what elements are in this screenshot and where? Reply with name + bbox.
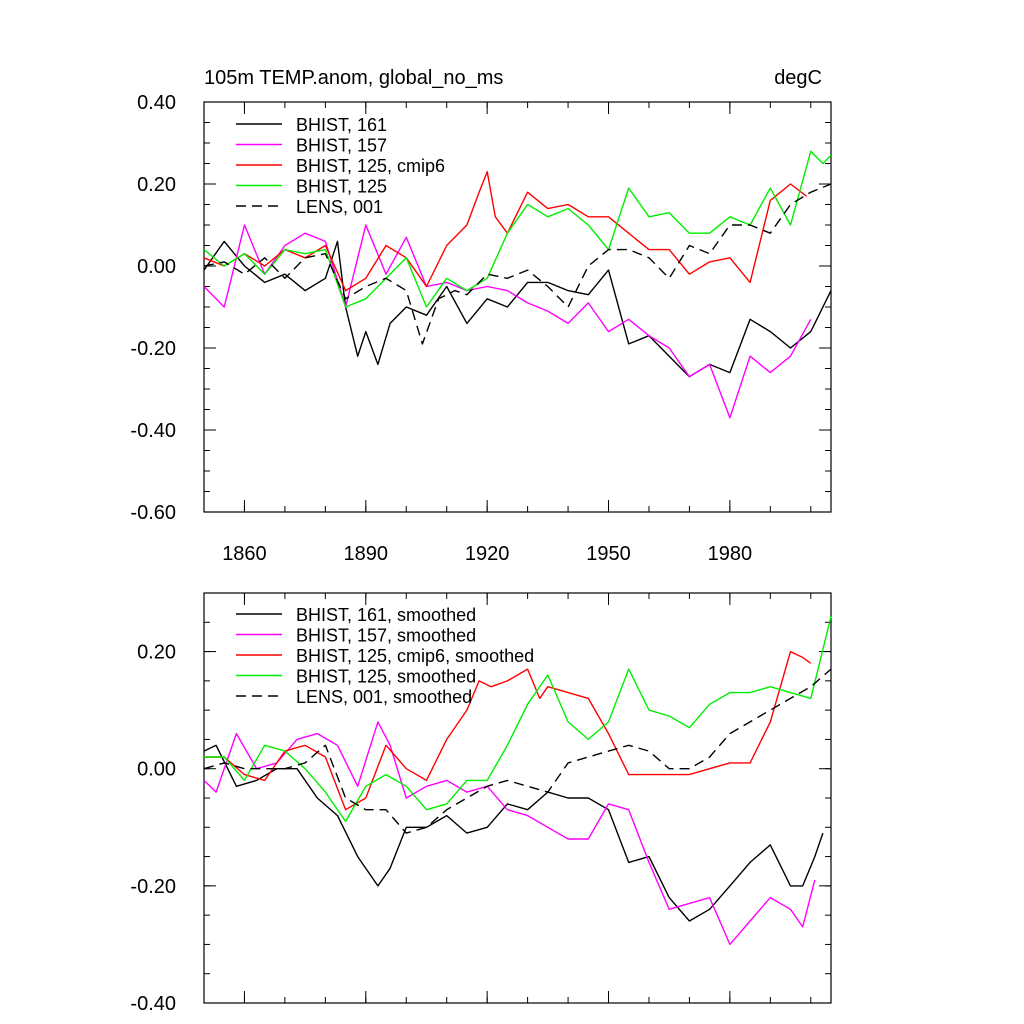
bot-series-line-1 <box>203 721 816 946</box>
bot-legend-label: BHIST, 125, cmip6, smoothed <box>296 646 534 666</box>
top-y-axis: -0.60 -0.40 -0.20 0.00 0.20 0.40 <box>130 92 831 524</box>
bottom-panel: -0.40-0.200.000.20 BHIST, 161, smoothedB… <box>130 592 832 1015</box>
top-y-tick-label: -0.40 <box>130 420 176 442</box>
bot-y-tick-label: -0.20 <box>130 876 176 898</box>
top-legend-label: LENS, 001 <box>296 197 383 217</box>
top-y-tick-label: -0.60 <box>130 502 176 524</box>
top-x-tick-label: 1920 <box>465 543 510 565</box>
bot-y-tick-label: -0.40 <box>130 993 176 1015</box>
top-series-group <box>203 150 832 419</box>
top-series-line-3 <box>203 150 832 308</box>
top-y-tick-label: 0.40 <box>137 92 176 114</box>
bot-legend-label: BHIST, 161, smoothed <box>296 605 476 625</box>
top-y-tick-label: -0.20 <box>130 338 176 360</box>
top-legend-label: BHIST, 125 <box>296 177 387 197</box>
bot-series-line-2 <box>204 650 812 811</box>
top-legend-label: BHIST, 125, cmip6 <box>296 156 445 176</box>
top-x-tick-label: 1860 <box>222 543 267 565</box>
top-series-line-2 <box>203 170 808 292</box>
top-series-line-1 <box>203 224 812 419</box>
bot-legend-label: LENS, 001, smoothed <box>296 687 472 707</box>
top-panel: 105m TEMP.anom, global_no_ms degC -0.60-… <box>130 67 832 565</box>
top-series-line-4 <box>203 183 832 345</box>
top-x-axis: 1860 1890 1920 1950 1980 <box>203 102 812 565</box>
bot-series-line-3 <box>204 616 832 823</box>
top-x-tick-label: 1980 <box>708 543 753 565</box>
top-chart-units: degC <box>774 67 822 89</box>
bot-legend-label: BHIST, 157, smoothed <box>296 626 476 646</box>
bottom-x-axis <box>203 593 812 1003</box>
top-x-tick-label: 1890 <box>344 543 389 565</box>
bot-y-tick-label: 0.00 <box>137 759 176 781</box>
bottom-y-axis: -0.40 -0.20 0.00 0.20 <box>130 592 831 1015</box>
top-y-tick-label: 0.20 <box>137 174 176 196</box>
top-legend-label: BHIST, 161 <box>296 115 387 135</box>
bot-series-line-4 <box>203 668 832 834</box>
top-series-line-0 <box>203 240 832 378</box>
top-chart-title: 105m TEMP.anom, global_no_ms <box>204 67 503 89</box>
top-y-tick-label: 0.00 <box>137 256 176 278</box>
bottom-series-group <box>203 616 832 946</box>
bot-y-tick-label: 0.20 <box>137 642 176 664</box>
bot-series-line-0 <box>203 744 824 922</box>
bot-legend-label: BHIST, 125, smoothed <box>296 667 476 687</box>
top-legend-label: BHIST, 157 <box>296 136 387 156</box>
top-x-tick-label: 1950 <box>586 543 631 565</box>
